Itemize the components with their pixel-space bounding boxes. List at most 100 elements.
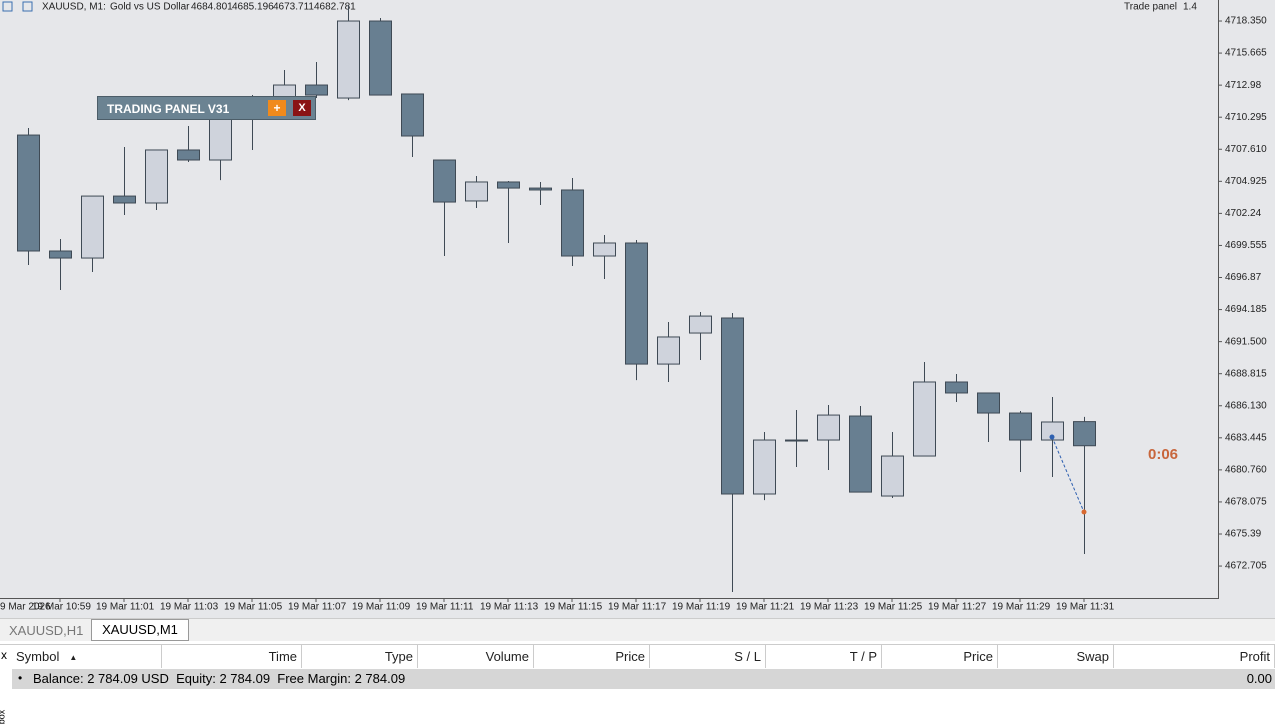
ohlc-high: 4685.196 (232, 2, 274, 13)
divider (0, 644, 1275, 645)
candle-body (305, 84, 328, 96)
y-tick-label: 4683.445 (1225, 432, 1267, 443)
column-header[interactable]: Volume (418, 645, 534, 668)
y-tick-label: 4688.815 (1225, 368, 1267, 379)
close-button[interactable]: X (293, 100, 311, 116)
sort-arrow: ▲ (69, 653, 78, 663)
column-header[interactable]: Price (534, 645, 650, 668)
bullet: • (18, 671, 23, 685)
candle-body (913, 381, 936, 457)
close-x[interactable]: x (1, 648, 7, 662)
candle-body (881, 455, 904, 497)
x-tick-label: 19 Mar 11:31 (1056, 602, 1115, 613)
x-tick-label: 19 Mar 11:19 (672, 602, 731, 613)
tab[interactable]: XAUUSD,H1 (9, 623, 84, 638)
chart: XAUUSD, M1: Gold vs US Dollar 4684.801 4… (0, 0, 1275, 618)
x-tick-label: 19 Mar 11:29 (992, 602, 1051, 613)
candle-body (401, 93, 424, 137)
y-tick-label: 4699.555 (1225, 240, 1267, 251)
candle-body (849, 415, 872, 493)
x-tick-label: 19 Mar 11:11 (416, 602, 474, 613)
column-header[interactable]: Swap (998, 645, 1114, 668)
tab-active[interactable]: XAUUSD,M1 (91, 619, 189, 641)
candle-body (337, 20, 360, 99)
candle-body (753, 439, 776, 495)
y-tick-label: 4712.98 (1225, 80, 1262, 91)
x-tick-label: 19 Mar 11:21 (736, 602, 795, 613)
timer: 0:06 (1148, 446, 1178, 463)
ohlc-close: 4682.781 (314, 2, 356, 13)
x-tick-label: 19 Mar 11:01 (96, 602, 155, 613)
column-header[interactable]: Profit (1114, 645, 1275, 668)
trade-point (1081, 509, 1087, 515)
candle-body (369, 20, 392, 96)
x-tick-label: 19 Mar 10:59 (32, 602, 91, 613)
candle-body (81, 195, 104, 259)
column-header[interactable]: Symbol ▲ (12, 645, 162, 668)
panel-name: Trade panel (1124, 2, 1177, 13)
candle-body (785, 439, 808, 442)
candle-body (497, 181, 520, 189)
candle-body (1041, 421, 1064, 441)
candle-body (945, 381, 968, 394)
candle-body (593, 242, 616, 257)
y-tick-label: 4715.665 (1225, 48, 1267, 59)
y-tick-label: 4672.705 (1225, 561, 1267, 572)
panel-title: TRADING PANEL V31 (107, 102, 230, 116)
x-tick-label: 19 Mar 11:27 (928, 602, 987, 613)
candle-body (561, 189, 584, 257)
candle-body (721, 317, 744, 495)
y-tick-label: 4696.87 (1225, 272, 1262, 283)
y-tick-label: 4680.760 (1225, 465, 1267, 476)
y-tick-label: 4691.500 (1225, 336, 1267, 347)
column-header[interactable]: Type (302, 645, 418, 668)
profit: 0.00 (1246, 671, 1272, 686)
x-tick-label: 19 Mar 11:05 (224, 602, 283, 613)
candle-body (657, 336, 680, 365)
trade-point (1049, 434, 1055, 440)
x-tick-label: 19 Mar 11:13 (480, 602, 539, 613)
y-tick-label: 4718.350 (1225, 16, 1267, 27)
balance-text: Balance: 2 784.09 USD Equity: 2 784.09 F… (33, 671, 406, 686)
y-tick-label: 4707.610 (1225, 144, 1267, 155)
tab-bar: XAUUSD,H1 XAUUSD,M1 (0, 618, 1275, 641)
column-header[interactable]: Price (882, 645, 998, 668)
balance-row: • Balance: 2 784.09 USD Equity: 2 784.09… (12, 669, 1275, 689)
candle-body (49, 250, 72, 259)
icon (2, 1, 13, 12)
candle-body (817, 414, 840, 441)
x-tick-label: 19 Mar 11:09 (352, 602, 411, 613)
candle-body (433, 159, 456, 203)
candle-body (529, 187, 552, 191)
y-tick-label: 4704.925 (1225, 176, 1267, 187)
y-tick-label: 4702.24 (1225, 208, 1262, 219)
y-tick-label: 4694.185 (1225, 304, 1267, 315)
x-tick-label: 19 Mar 11:15 (544, 602, 603, 613)
candle-body (1009, 412, 1032, 441)
trading-panel[interactable]: TRADING PANEL V31 + X (97, 96, 316, 120)
x-tick-label: 19 Mar 11:17 (608, 602, 667, 613)
x-tick-label: 19 Mar 11:07 (288, 602, 347, 613)
column-header[interactable]: T / P (766, 645, 882, 668)
candle-body (689, 315, 712, 334)
x-tick-label: 19 Mar 11:23 (800, 602, 859, 613)
x-tick-label: 9 Mar 2026 (0, 602, 51, 613)
candle-body (1073, 421, 1096, 447)
ohlc-open: 4684.801 (191, 2, 233, 13)
plus-button[interactable]: + (268, 100, 286, 116)
candle-body (113, 195, 136, 204)
candle-body (177, 149, 200, 161)
trade-line (1051, 436, 1085, 513)
description: Gold vs US Dollar (110, 2, 190, 13)
y-tick-label: 4710.295 (1225, 112, 1267, 123)
y-tick-label: 4675.39 (1225, 529, 1262, 540)
column-header[interactable]: S / L (650, 645, 766, 668)
candle-body (977, 392, 1000, 414)
column-header[interactable]: Time (162, 645, 302, 668)
x-tick-label: 19 Mar 11:25 (864, 602, 923, 613)
candle-body (209, 114, 232, 161)
side-label: box (0, 709, 7, 725)
x-tick-label: 19 Mar 11:03 (160, 602, 219, 613)
symbol: XAUUSD, M1: (42, 2, 106, 13)
